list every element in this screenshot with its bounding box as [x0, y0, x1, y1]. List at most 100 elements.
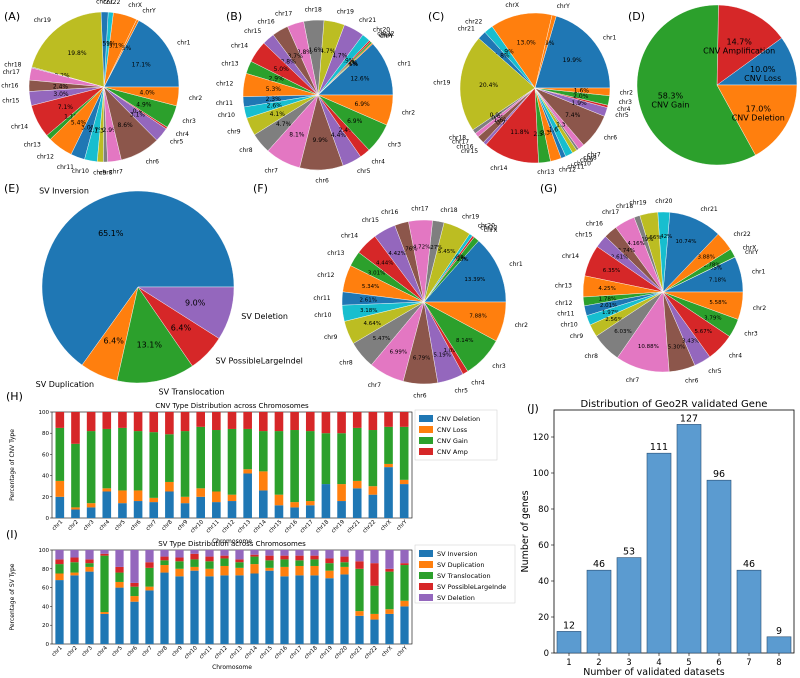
slice-percent-label: 1.1% — [64, 113, 80, 120]
bar-segment — [295, 575, 304, 644]
slice-label: chr3 — [492, 363, 506, 370]
slice-percent-label: 1.5% — [97, 41, 113, 48]
legend-swatch — [419, 426, 433, 433]
slice-percent-label: 65.1% — [98, 229, 124, 238]
pie-slice — [103, 20, 180, 88]
slice-label: chr11 — [313, 295, 330, 302]
bar-value-label: 111 — [650, 442, 668, 453]
slice-percent-label: 5.30% — [668, 344, 685, 350]
bar-value-label: 46 — [593, 559, 605, 570]
bar-segment — [250, 554, 259, 557]
slice-label: chr18 — [616, 203, 633, 210]
bar-segment — [100, 555, 109, 613]
slice-percent-label: 7.4% — [565, 112, 581, 119]
legend-swatch — [419, 415, 433, 422]
slice-label: chr18 — [440, 207, 457, 214]
slice-label: CNV Amplification — [703, 46, 775, 55]
bar-segment — [190, 559, 199, 567]
slice-percent-label: 0.9% — [490, 112, 506, 119]
slice-label: chr10 — [574, 160, 591, 167]
bar-segment — [265, 570, 274, 644]
slice-percent-label: 5.19% — [433, 353, 450, 359]
bar-segment — [355, 561, 364, 569]
slice-percent-label: 0.5% — [116, 45, 132, 52]
slice-percent-label: 3.18% — [360, 308, 377, 314]
pie-slice — [534, 15, 611, 89]
x-tick-label: chrY — [396, 645, 409, 658]
slice-label: chr7 — [626, 377, 640, 384]
slice-label: chr3 — [388, 142, 402, 149]
bar-segment — [250, 550, 259, 555]
bar-segment — [100, 553, 109, 556]
panel-label: (B) — [226, 10, 242, 23]
bar-segment — [55, 580, 64, 644]
bar-segment — [340, 562, 349, 567]
slice-percent-label: 1.9% — [571, 100, 587, 107]
slice-label: chr2 — [515, 322, 529, 329]
bar-segment — [55, 496, 65, 518]
plot-frame — [51, 549, 413, 645]
bar-segment — [352, 412, 362, 428]
slice-label: chrX — [484, 227, 498, 234]
slice-label: chr14 — [490, 165, 507, 172]
y-axis-label: Percentage of SV Type — [9, 563, 16, 630]
bar-value-label: 127 — [680, 413, 698, 424]
slice-label: chr2 — [402, 110, 416, 117]
pie-slice — [716, 84, 798, 156]
bar-segment — [243, 469, 252, 474]
chart-title: CNV Type Distribution across Chromosomes — [155, 402, 309, 410]
x-tick-label: chr6 — [126, 645, 139, 658]
y-tick-label: 20 — [42, 623, 49, 629]
slice-percent-label: 6.9% — [347, 118, 363, 125]
x-tick-label: chr14 — [244, 645, 260, 661]
slice-percent-label: 2.56% — [605, 317, 622, 323]
slice-label: chr14 — [231, 43, 248, 50]
slice-label: chr1 — [509, 261, 523, 268]
bar-segment — [70, 562, 79, 573]
pie-slice — [137, 286, 235, 339]
bar-segment — [321, 412, 331, 434]
slice-label: chr22 — [480, 224, 497, 231]
bar-segment — [175, 550, 184, 558]
slice-label: chr8 — [339, 359, 353, 366]
x-tick-label: chr21 — [346, 519, 361, 534]
bar-segment — [235, 550, 244, 560]
pie-slice — [116, 286, 193, 384]
bar-value-label: 9 — [776, 626, 782, 637]
panel-label: (E) — [4, 182, 20, 195]
x-tick-label: chr19 — [331, 519, 347, 535]
slice-label: chr10 — [218, 112, 235, 119]
bar-segment — [352, 480, 362, 489]
y-tick-label: 60 — [538, 541, 549, 551]
bar-segment — [175, 561, 184, 569]
slice-label: chr5 — [170, 139, 184, 146]
bar-segment — [100, 550, 109, 554]
bar-segment — [165, 412, 174, 435]
bar — [766, 636, 792, 654]
bar-segment — [274, 412, 284, 432]
y-tick-label: 0 — [46, 516, 50, 522]
bar-segment — [227, 412, 237, 429]
x-tick-label: chr11 — [199, 645, 214, 660]
slice-label: chr10 — [314, 312, 331, 319]
y-axis-label: Percentage of CNV Type — [9, 429, 16, 501]
bar-segment — [235, 562, 244, 568]
bar-segment — [274, 505, 284, 518]
slice-percent-label: 10.0% — [750, 65, 776, 74]
slice-percent-label: 1.19% — [636, 237, 653, 243]
x-tick-label: 5 — [686, 658, 691, 668]
slice-label: chr22 — [465, 19, 482, 26]
panel-label: (D) — [628, 10, 645, 23]
slice-label: chr4 — [372, 159, 386, 166]
bar-segment — [115, 550, 124, 567]
slice-percent-label: 6.03% — [614, 329, 631, 335]
slice-label: chr12 — [555, 300, 572, 307]
legend-label: CNV Deletion — [437, 415, 480, 423]
slice-label: chr17 — [452, 138, 469, 145]
slice-percent-label: 4.25% — [598, 286, 615, 292]
bar-segment — [265, 560, 274, 568]
slice-percent-label: 2.0% — [573, 93, 589, 100]
x-tick-label: chr21 — [349, 645, 364, 660]
bar-segment — [290, 430, 299, 503]
slice-label: chr16 — [257, 18, 274, 25]
